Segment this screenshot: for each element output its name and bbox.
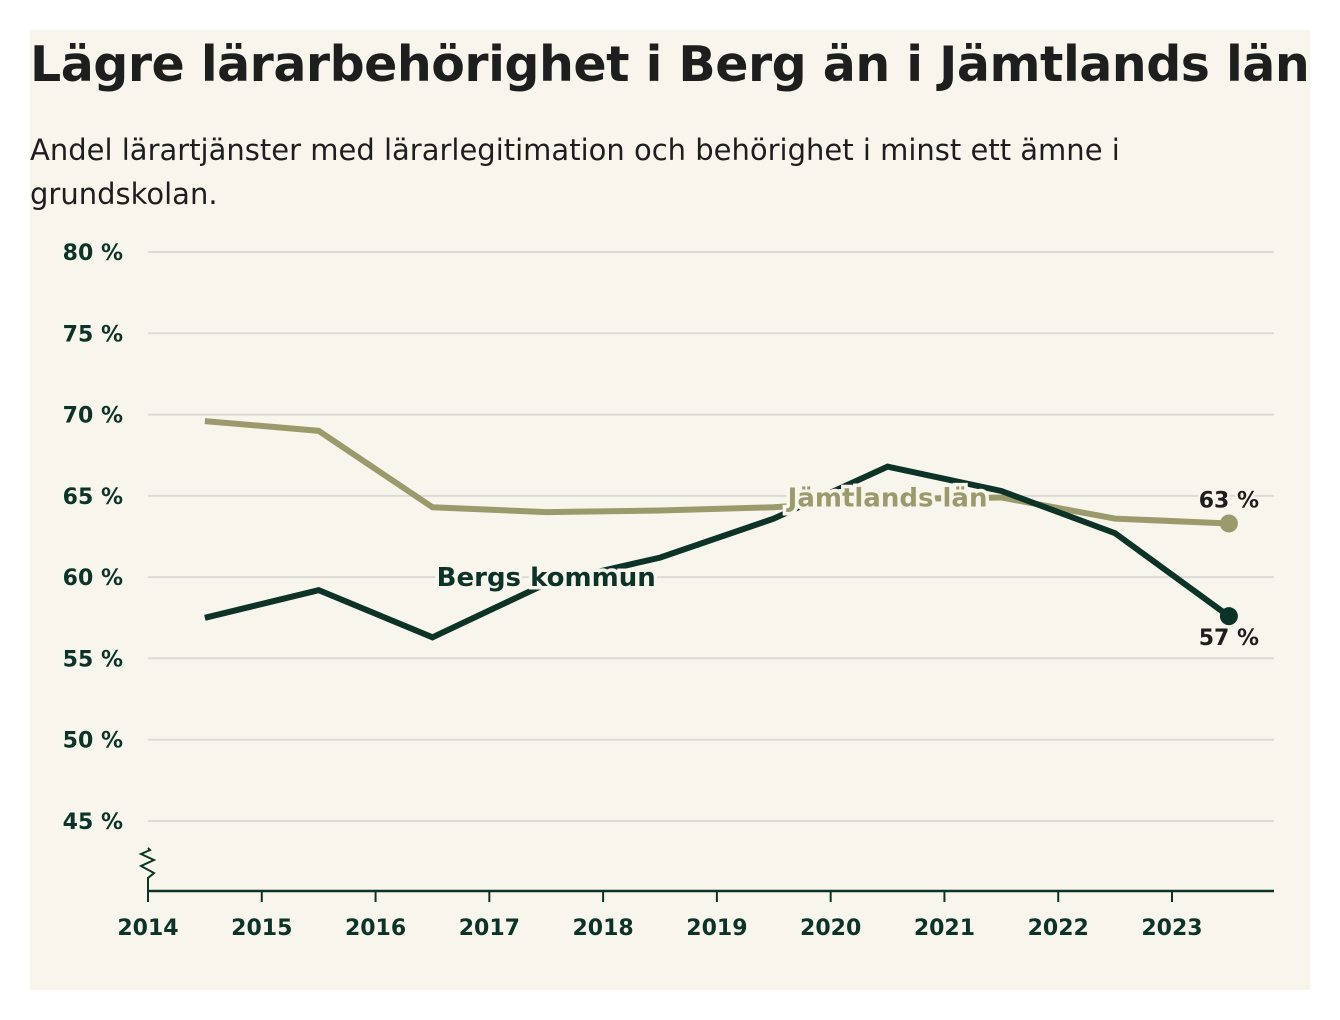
chart-card: Lägre lärarbehörighet i Berg än i Jämtla… xyxy=(30,30,1310,990)
chart-title: Lägre lärarbehörighet i Berg än i Jämtla… xyxy=(30,36,1310,93)
end-value-label: 57 % xyxy=(1199,626,1259,651)
series-line-bergs-kommun xyxy=(204,463,1231,641)
x-tick-label: 2023 xyxy=(1141,916,1202,941)
y-axis-ticks: 80 % 75 % 70 % 65 % 60 % 55 % 50 % 45 % xyxy=(63,241,123,835)
y-tick-label: 60 % xyxy=(63,566,123,591)
x-tick-label: 2018 xyxy=(572,916,633,941)
y-tick-label: 45 % xyxy=(63,810,123,835)
x-tick-label: 2022 xyxy=(1028,916,1089,941)
end-value-label: 63 % xyxy=(1199,488,1259,513)
line-chart: 80 %75 %70 %65 %60 %55 %50 %45 % 2014 201… xyxy=(63,241,1274,941)
series-labels: Jämtlands län 63 % Bergs kommun 57 % xyxy=(433,480,1261,654)
y-tick-label: 70 % xyxy=(63,404,123,429)
end-point-marker xyxy=(1219,607,1238,626)
axis-break-icon xyxy=(138,847,157,891)
gridlines xyxy=(148,251,1274,822)
series-label-bergs-kommun: Bergs kommun xyxy=(437,563,656,593)
y-tick-label: 75 % xyxy=(63,322,123,347)
x-axis: 2014 2015 2016 2017 2018 2019 2020 2021 2022 2023 xyxy=(117,847,1274,941)
y-tick-label: 50 % xyxy=(63,729,123,754)
y-tick-label: 80 % xyxy=(63,241,123,266)
x-tick-label: 2021 xyxy=(914,916,975,941)
series-label-jamtlands-lan: Jämtlands län xyxy=(786,483,988,513)
series-line-jamtlands-lan xyxy=(204,418,1230,527)
x-tick-label: 2017 xyxy=(459,916,520,941)
series-lines xyxy=(204,418,1238,641)
chart-subtitle: Andel lärartjänster med lärarlegitimatio… xyxy=(30,133,1120,211)
y-tick-label: 65 % xyxy=(63,485,123,510)
x-tick-label: 2019 xyxy=(686,916,747,941)
x-tick-label: 2020 xyxy=(800,916,861,941)
x-tick-label: 2016 xyxy=(345,916,406,941)
y-tick-label: 55 % xyxy=(63,647,123,672)
end-point-marker xyxy=(1219,514,1238,533)
x-tick-label: 2015 xyxy=(231,916,292,941)
x-tick-label: 2014 xyxy=(117,916,178,941)
